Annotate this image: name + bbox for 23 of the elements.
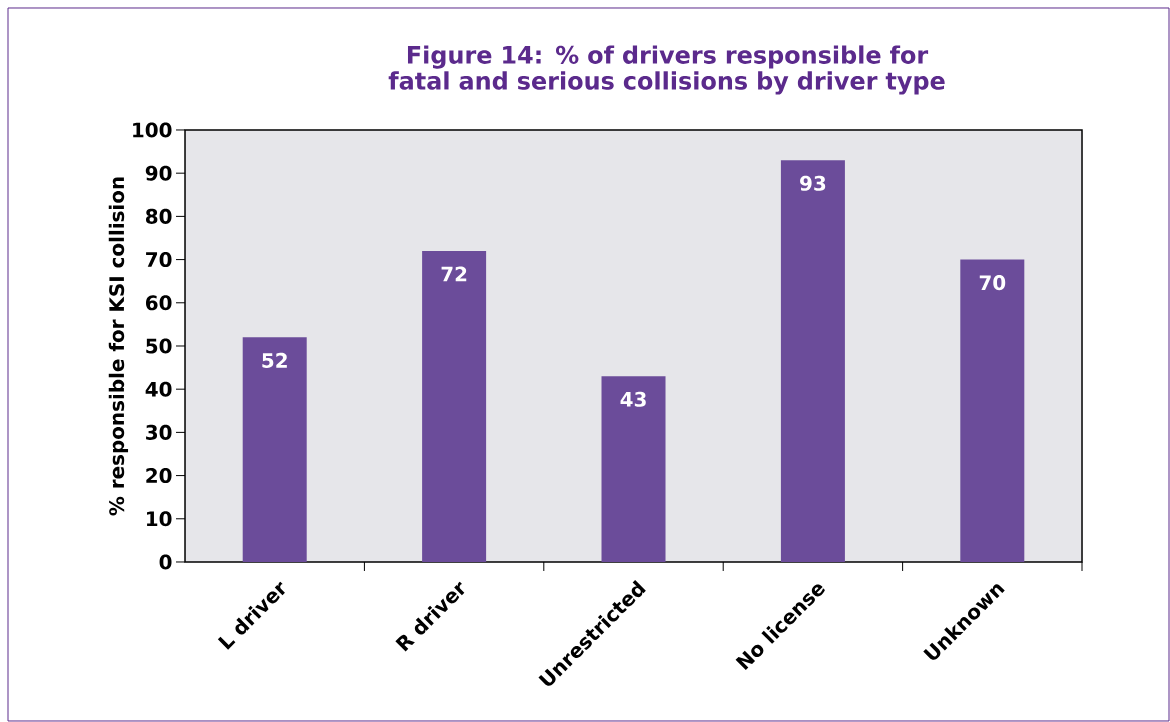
- bar: [242, 337, 307, 562]
- data-label: 72: [441, 266, 467, 282]
- bar: [601, 376, 666, 562]
- y-axis-title: % responsible for KSI collision: [108, 177, 129, 516]
- y-tick-label: 0: [159, 554, 172, 570]
- y-tick-label: 20: [146, 468, 172, 484]
- bar: [422, 250, 487, 562]
- y-tick-label: 50: [146, 338, 172, 354]
- bar: [780, 160, 845, 562]
- data-label: 93: [800, 175, 826, 191]
- data-label: 70: [979, 275, 1006, 291]
- y-tick-label: 60: [145, 295, 172, 311]
- data-label: 43: [620, 391, 646, 407]
- y-tick-label: 40: [145, 381, 172, 397]
- y-tick-label: 80: [145, 208, 172, 224]
- y-tick-label: 30: [146, 424, 172, 440]
- y-tick-label: 70: [146, 252, 172, 268]
- y-tick-label: 10: [147, 511, 172, 527]
- data-label: 52: [262, 352, 287, 368]
- chart-title: Figure 14: % of drivers responsible for fatal and serious collisions by driver type: [388, 45, 945, 95]
- bar: [960, 259, 1025, 562]
- y-tick-label: 90: [145, 165, 172, 181]
- y-tick-label: 100: [133, 122, 172, 138]
